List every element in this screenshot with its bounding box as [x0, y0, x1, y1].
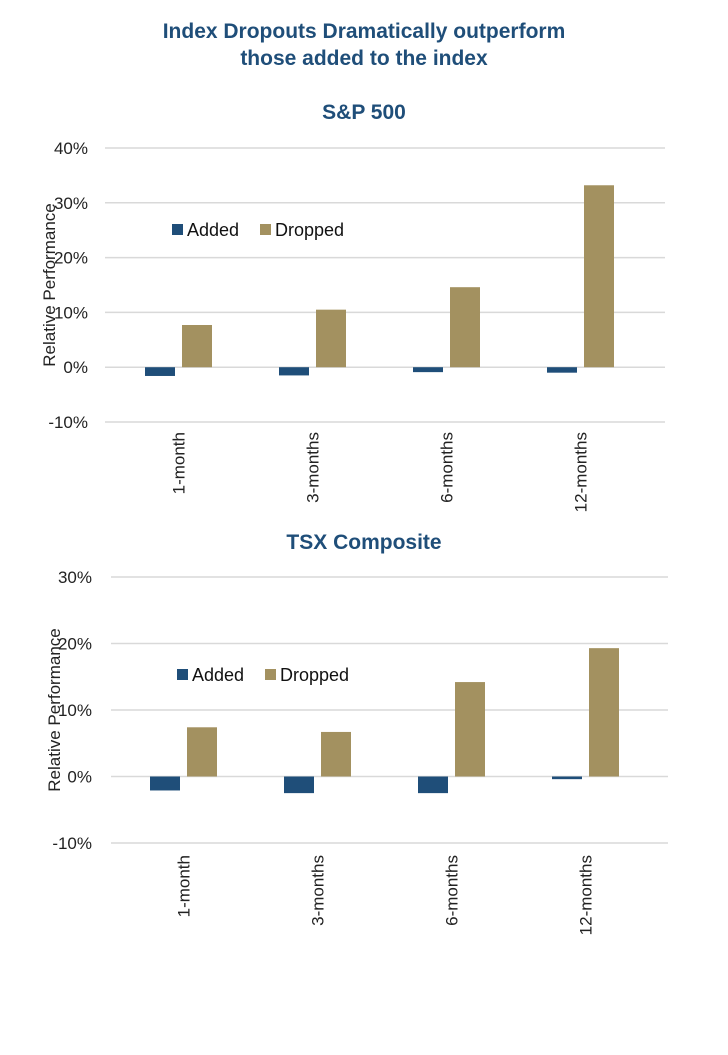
- y-tick-label: 10%: [58, 701, 92, 720]
- legend-label-added: Added: [192, 665, 244, 685]
- y-tick-label: 40%: [54, 139, 88, 158]
- main-title: Index Dropouts Dramatically outperform t…: [0, 18, 728, 72]
- chart-2-title: TSX Composite: [286, 531, 442, 554]
- bar-added-6-months: [413, 367, 443, 373]
- legend-swatch-added: [177, 669, 188, 680]
- x-category-label: 3-months: [309, 855, 328, 926]
- legend-swatch-added: [172, 224, 183, 235]
- bar-dropped-1-month: [187, 727, 217, 777]
- x-category-label: 1-month: [170, 432, 189, 494]
- main-title-line-1: Index Dropouts Dramatically outperform: [162, 20, 566, 43]
- x-category-label: 6-months: [438, 432, 457, 503]
- legend-label-dropped: Dropped: [275, 220, 344, 240]
- legend-swatch-dropped: [265, 669, 276, 680]
- y-axis-title: Relative Performance: [45, 628, 64, 791]
- bar-dropped-3-months: [321, 731, 351, 777]
- bar-dropped-12-months: [589, 648, 619, 777]
- bar-added-3-months: [284, 776, 314, 794]
- legend-swatch-dropped: [260, 224, 271, 235]
- y-tick-label: 0%: [63, 358, 88, 377]
- legend-label-added: Added: [187, 220, 239, 240]
- main-title-line-2: those added to the index: [240, 47, 488, 70]
- bar-dropped-1-month: [182, 325, 212, 368]
- bar-added-12-months: [552, 776, 582, 780]
- y-tick-label: -10%: [52, 834, 92, 853]
- y-tick-label: 20%: [58, 635, 92, 654]
- y-tick-label: -10%: [48, 413, 88, 432]
- bar-dropped-3-months: [316, 309, 346, 368]
- bar-added-6-months: [418, 776, 448, 794]
- bar-dropped-12-months: [584, 185, 614, 368]
- y-tick-label: 30%: [54, 194, 88, 213]
- y-tick-label: 0%: [67, 768, 92, 787]
- x-category-label: 6-months: [443, 855, 462, 926]
- x-category-label: 12-months: [572, 432, 591, 512]
- x-category-label: 12-months: [577, 855, 596, 935]
- y-tick-label: 20%: [54, 249, 88, 268]
- y-tick-label: 10%: [54, 303, 88, 322]
- bar-dropped-6-months: [450, 287, 480, 368]
- bar-dropped-6-months: [455, 682, 485, 777]
- bar-added-1-month: [145, 367, 175, 376]
- x-category-label: 3-months: [304, 432, 323, 503]
- bar-added-12-months: [547, 367, 577, 373]
- x-category-label: 1-month: [175, 855, 194, 917]
- legend-label-dropped: Dropped: [280, 665, 349, 685]
- bar-added-1-month: [150, 776, 180, 791]
- bar-added-3-months: [279, 367, 309, 376]
- y-tick-label: 30%: [58, 568, 92, 587]
- chart-1-title: S&P 500: [322, 101, 406, 124]
- y-axis-title: Relative Performance: [40, 203, 59, 366]
